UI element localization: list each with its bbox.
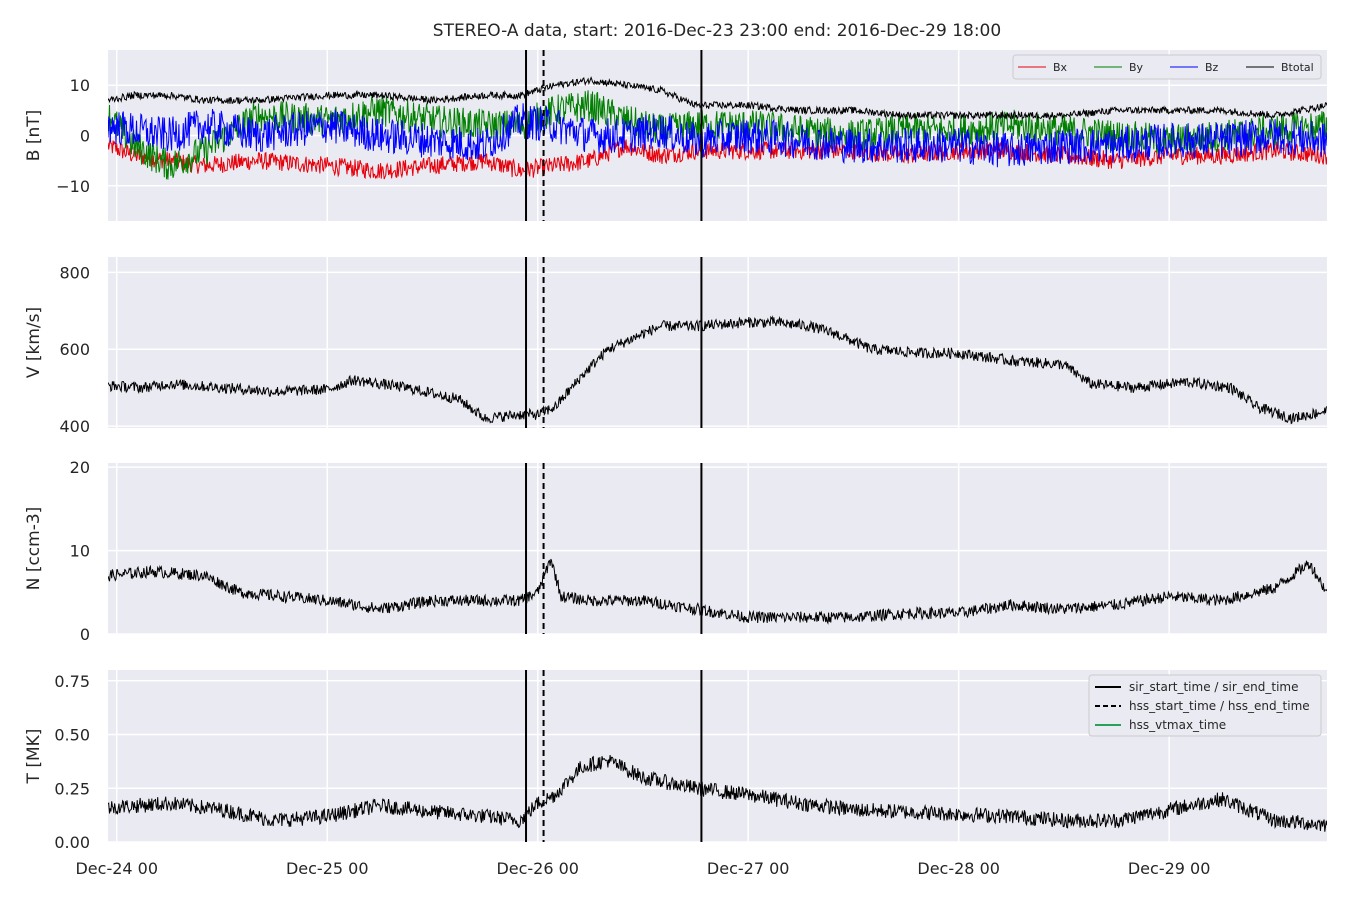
y-tick-label: 0 [80,127,90,146]
series-btotal-line [108,76,1327,121]
series-bz-line [108,103,1327,168]
b-legend: Bx By Bz Btotal [1012,54,1322,80]
legend-entry-label: hss_start_time / hss_end_time [1129,699,1310,713]
series-bx-line [108,137,1327,180]
x-tick-label: Dec-28 00 [917,859,1000,878]
y-tick-label: 20 [70,458,90,477]
panel-N: 0 10 20 N [ccm-3] [24,458,1327,644]
y-axis-label: B [nT] [24,110,44,162]
y-tick-label: 0.75 [54,672,90,691]
panel-V: 400 600 800 V [km/s] [24,257,1327,436]
y-axis-label: V [km/s] [24,307,44,378]
y-axis-label: N [ccm-3] [24,507,44,591]
panels: −10 0 10 B [nT] Bx By Bz Btotal 400 600 800 V [km/s… [24,50,1327,878]
panel-background [108,257,1327,428]
series-group [108,755,1327,832]
legend-bx-label: Bx [1053,61,1068,74]
x-tick-label: Dec-27 00 [707,859,790,878]
x-tick-label: Dec-25 00 [286,859,369,878]
y-tick-label: 0.50 [54,726,90,745]
y-tick-label: −10 [56,177,90,196]
legend-btotal-label: Btotal [1281,61,1314,74]
panel-background [108,463,1327,634]
y-tick-label: 400 [59,417,90,436]
series-v-line [108,315,1327,425]
y-tick-label: 0 [80,625,90,644]
series-group [108,315,1327,425]
legend-entry-label: sir_start_time / sir_end_time [1129,680,1299,694]
y-tick-label: 10 [70,542,90,561]
y-tick-label: 800 [59,263,90,282]
panel-T: 0.00 0.25 0.50 0.75 T [MK] sir_start_time / s… [24,670,1327,852]
series-group [108,558,1327,625]
x-axis: Dec-24 00 Dec-25 00 Dec-26 00 Dec-27 00 Dec-… [75,859,1210,878]
panel-B: −10 0 10 B [nT] Bx By Bz Btotal [24,50,1327,221]
legend-by-label: By [1129,61,1144,74]
series-t-line [108,755,1327,832]
y-axis-label: T [MK] [24,729,44,785]
legend-frame [1088,674,1322,737]
t-legend: sir_start_time / sir_end_time hss_start_t… [1088,674,1322,737]
x-tick-label: Dec-24 00 [75,859,158,878]
series-group [108,76,1327,180]
x-tick-label: Dec-26 00 [496,859,579,878]
legend-frame [1012,54,1322,80]
y-tick-label: 10 [70,76,90,95]
y-tick-label: 0.25 [54,779,90,798]
x-tick-label: Dec-29 00 [1128,859,1211,878]
y-tick-label: 600 [59,340,90,359]
legend-bz-label: Bz [1205,61,1219,74]
y-tick-label: 0.00 [54,833,90,852]
chart-title: STEREO-A data, start: 2016-Dec-23 23:00 … [433,21,1001,41]
legend-entry-label: hss_vtmax_time [1129,718,1226,732]
series-n-line [108,558,1327,625]
